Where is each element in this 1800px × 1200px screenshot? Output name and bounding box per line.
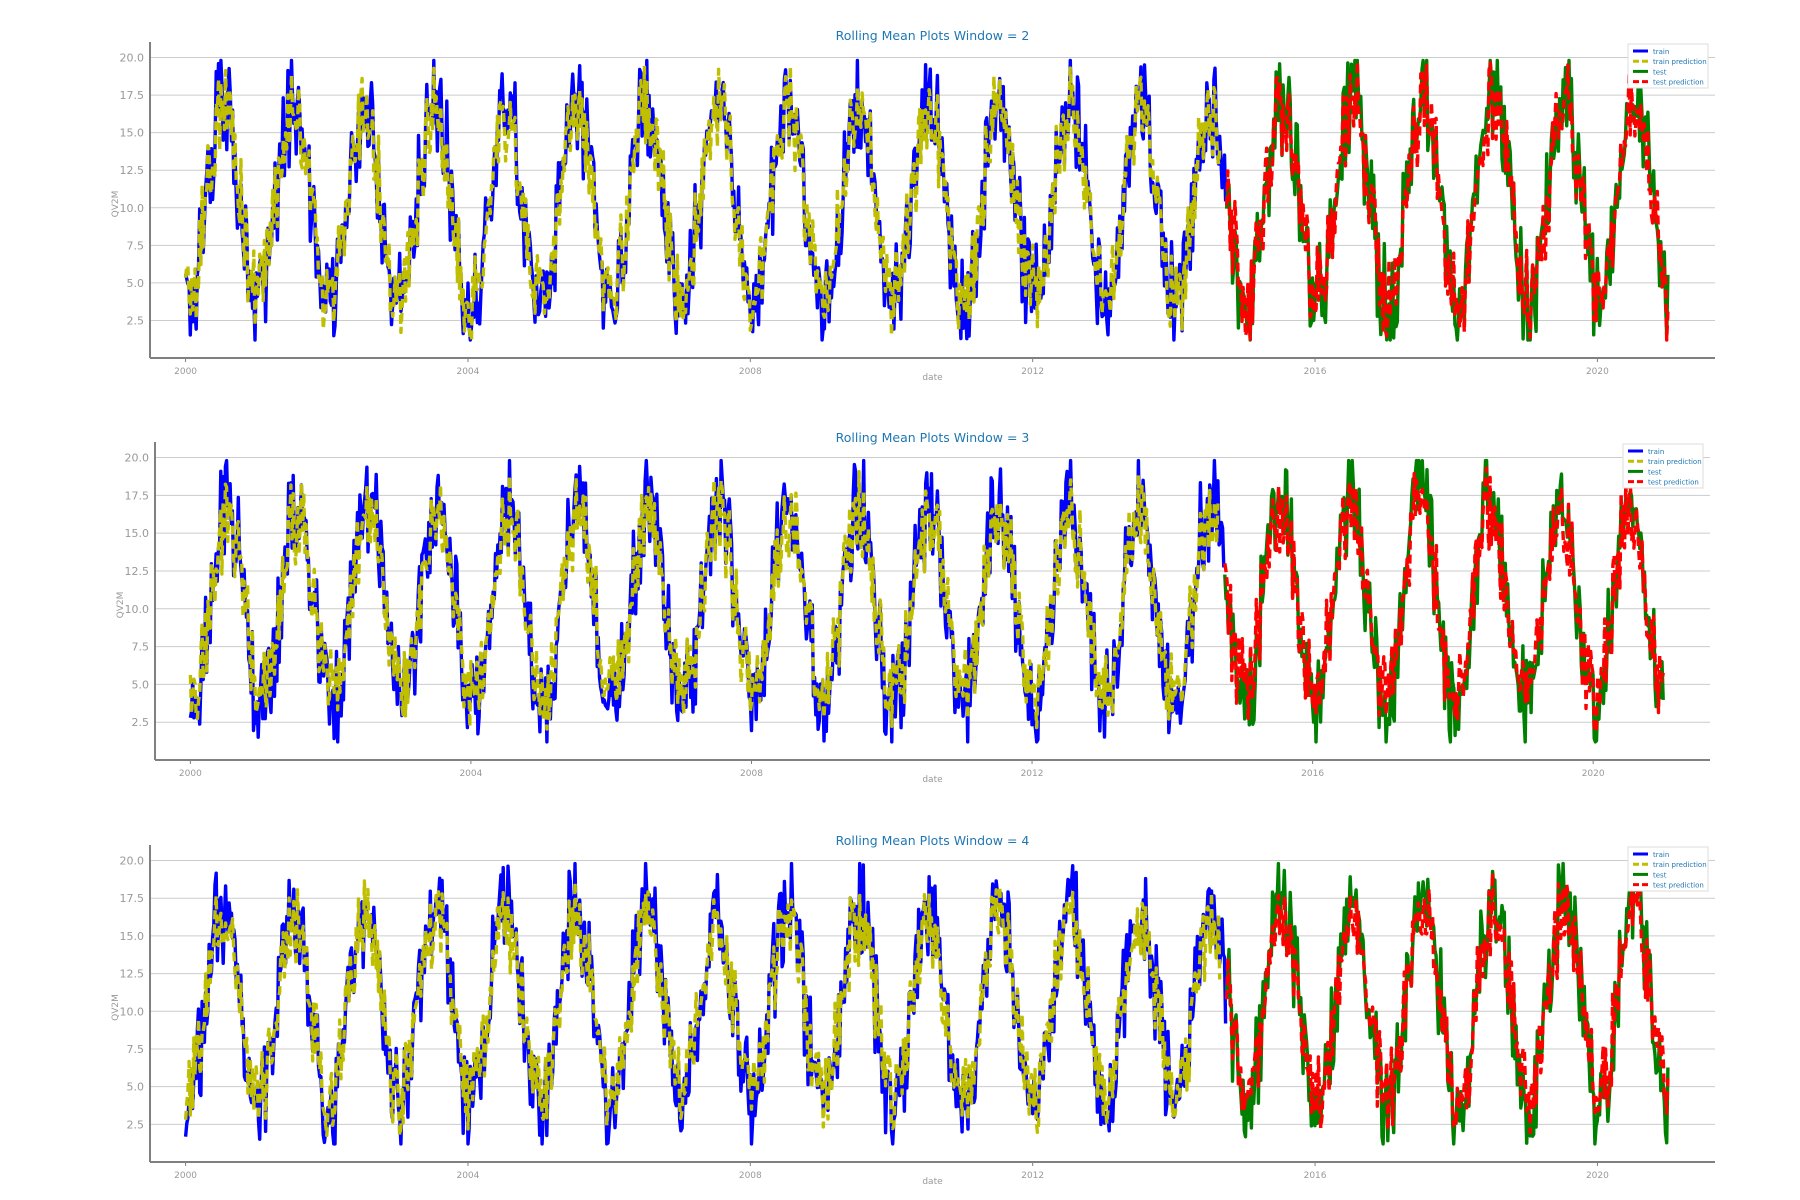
y-tick-label: 20.0	[120, 855, 145, 868]
y-tick-label: 10.0	[120, 1005, 145, 1018]
x-tick-label: 2020	[1586, 1171, 1609, 1181]
legend-label: train	[1653, 48, 1669, 56]
x-tick-label: 2008	[739, 367, 762, 377]
y-tick-label: 7.5	[132, 641, 150, 654]
x-tick-label: 2000	[174, 367, 197, 377]
legend: train train prediction test test prediction	[1622, 443, 1704, 489]
y-tick-label: 2.5	[127, 314, 145, 327]
y-tick-label: 20.0	[120, 52, 145, 65]
y-tick-label: 5.0	[127, 1081, 145, 1094]
x-tick-label: 2004	[459, 769, 482, 779]
series-group	[188, 458, 1665, 744]
y-tick-label: 12.5	[125, 565, 150, 578]
series-line-train-prediction	[183, 879, 1222, 1138]
y-tick-label: 7.5	[127, 239, 145, 252]
legend-label: train	[1653, 851, 1669, 859]
x-tick-label: 2012	[1021, 367, 1044, 377]
y-tick-label: 17.5	[125, 489, 150, 502]
legend-label: train prediction	[1653, 58, 1707, 66]
series-line-test-prediction	[1225, 870, 1670, 1135]
y-tick-label: 12.5	[120, 164, 145, 177]
x-tick-label: 2000	[179, 769, 202, 779]
series-group	[183, 58, 1670, 342]
legend-label: test prediction	[1653, 79, 1704, 87]
series-line-train-prediction	[183, 64, 1222, 342]
legend-label: test	[1653, 68, 1667, 76]
y-tick-label: 20.0	[125, 452, 150, 465]
x-axis-label: date	[922, 775, 943, 785]
x-tick-label: 2008	[740, 769, 763, 779]
chart-title: Rolling Mean Plots Window = 2	[836, 28, 1030, 43]
chart-panel-1: Rolling Mean Plots Window = 2 2.5 5.0 7.5 10…	[111, 28, 1715, 383]
y-tick-label: 17.5	[120, 892, 145, 905]
series-line-test-prediction	[1223, 466, 1665, 731]
legend: train train prediction test test prediction	[1627, 43, 1709, 89]
y-axis-label: QV2M	[111, 994, 121, 1021]
y-tick-label: 15.0	[125, 527, 150, 540]
y-axis-label: QV2M	[116, 592, 126, 619]
legend-label: train prediction	[1653, 861, 1707, 869]
x-tick-label: 2004	[456, 1171, 479, 1181]
series-line-test-prediction	[1225, 59, 1670, 342]
y-tick-label: 10.0	[120, 202, 145, 215]
x-tick-label: 2008	[739, 1171, 762, 1181]
x-tick-label: 2012	[1021, 769, 1044, 779]
chart-panel-2: Rolling Mean Plots Window = 3 2.5 5.0 7.5 10…	[116, 430, 1710, 785]
chart-title: Rolling Mean Plots Window = 4	[836, 833, 1030, 848]
y-tick-label: 15.0	[120, 930, 145, 943]
chart-title: Rolling Mean Plots Window = 3	[836, 430, 1030, 445]
y-tick-label: 10.0	[125, 603, 150, 616]
x-tick-label: 2016	[1301, 769, 1324, 779]
series-group	[183, 861, 1670, 1146]
legend-box	[1627, 43, 1709, 89]
y-tick-label: 7.5	[127, 1043, 145, 1056]
y-tick-label: 5.0	[132, 678, 150, 691]
legend-label: train prediction	[1648, 458, 1702, 466]
x-axis-label: date	[922, 1177, 943, 1187]
series-line-train-prediction	[188, 470, 1220, 731]
x-tick-label: 2016	[1304, 1171, 1327, 1181]
legend-label: test prediction	[1653, 882, 1704, 890]
y-tick-label: 2.5	[127, 1118, 145, 1131]
y-tick-label: 2.5	[132, 716, 150, 729]
series-line-test	[1225, 861, 1670, 1146]
y-tick-label: 17.5	[120, 89, 145, 102]
x-axis-label: date	[922, 373, 943, 383]
x-tick-label: 2000	[174, 1171, 197, 1181]
y-tick-label: 5.0	[127, 277, 145, 290]
x-tick-label: 2020	[1586, 367, 1609, 377]
chart-panel-3: Rolling Mean Plots Window = 4 2.5 5.0 7.5 10…	[111, 833, 1715, 1187]
series-line-train	[188, 458, 1226, 744]
legend-label: test	[1653, 871, 1667, 879]
legend-label: train	[1648, 448, 1664, 456]
legend: train train prediction test test prediction	[1627, 846, 1709, 892]
legend-label: test	[1648, 468, 1662, 476]
x-tick-label: 2004	[456, 367, 479, 377]
x-tick-label: 2020	[1582, 769, 1605, 779]
y-tick-label: 15.0	[120, 127, 145, 140]
y-axis-label: QV2M	[111, 191, 121, 218]
x-tick-label: 2012	[1021, 1171, 1044, 1181]
legend-label: test prediction	[1648, 479, 1699, 487]
y-tick-label: 12.5	[120, 968, 145, 981]
x-tick-label: 2016	[1304, 367, 1327, 377]
